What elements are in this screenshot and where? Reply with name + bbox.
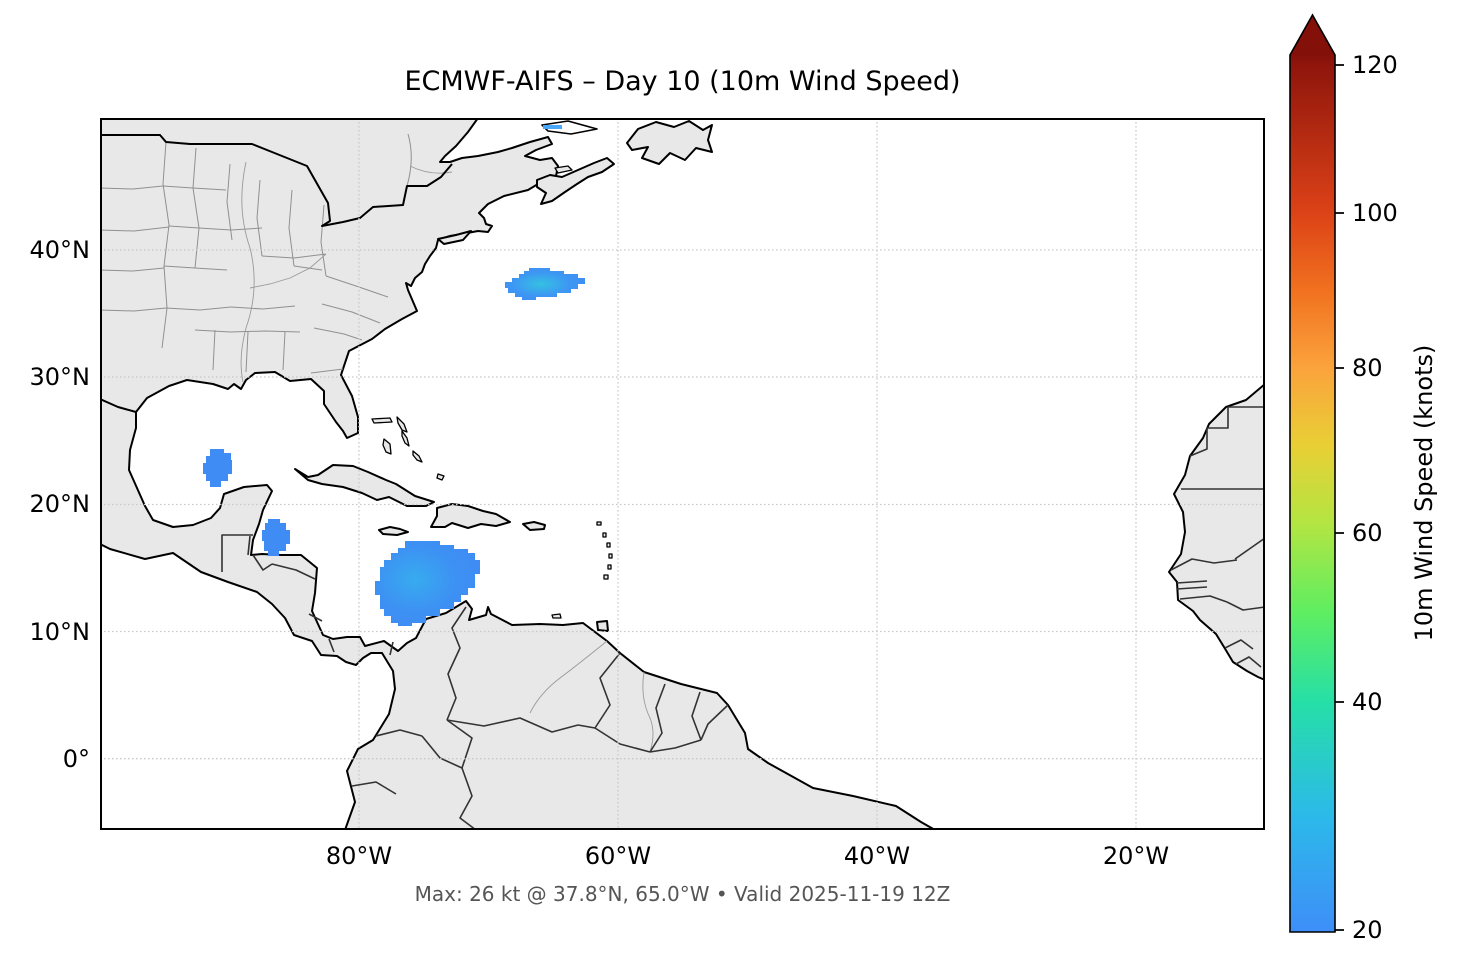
- small-islands: [371, 165, 613, 619]
- ottawa-river: [409, 165, 453, 174]
- map-plot-area: [100, 118, 1265, 830]
- wind-patch-gulf-of-mexico: [203, 449, 232, 487]
- border-honduras-nicaragua: [271, 563, 316, 580]
- border-venezuela-brazil: [446, 717, 579, 733]
- xtick-60w: 60°W: [584, 842, 652, 870]
- trinidad: [596, 620, 609, 632]
- cbar-tick-60: 60: [1352, 519, 1383, 547]
- border-guyana-brazil: [594, 727, 651, 753]
- border-brazil-north: [649, 739, 702, 753]
- turks-islands: [436, 473, 445, 481]
- eleuthera: [401, 430, 410, 447]
- border-us-mexico: [100, 398, 137, 413]
- grand-bahama: [371, 417, 393, 424]
- border-panama-colombia: [389, 641, 394, 656]
- border-morocco-wsahara: [1189, 406, 1265, 457]
- country-borders: [221, 406, 1265, 830]
- wind-patch-gulf-of-st-lawrence: [543, 125, 562, 129]
- essequibo-river: [642, 671, 654, 753]
- ytick-20n: 20°N: [29, 490, 91, 518]
- cbar-tick-20: 20: [1352, 916, 1383, 944]
- border-nicaragua-costarica: [308, 613, 323, 622]
- anticosti-island: [541, 120, 598, 135]
- nova-scotia: [536, 157, 615, 205]
- border-sierraleone-guinea: [1224, 639, 1254, 650]
- prince-edward-island: [554, 165, 573, 174]
- puerto-rico: [522, 521, 546, 531]
- border-us-canada: [100, 134, 453, 227]
- xtick-20w: 20°W: [1102, 842, 1170, 870]
- antilles-islet-1: [596, 521, 602, 526]
- border-mexico-guatemala: [221, 534, 253, 572]
- ohio-river: [249, 253, 327, 289]
- border-gambia-south: [1176, 586, 1208, 590]
- americas-landmass: [100, 118, 936, 830]
- andros: [382, 438, 392, 455]
- landmasses: [100, 118, 1265, 830]
- figure-title: ECMWF-AIFS – Day 10 (10m Wind Speed): [404, 66, 961, 97]
- colorbar-axis-label: 10m Wind Speed (knots): [1410, 345, 1438, 642]
- cbar-tick-40: 40: [1352, 688, 1383, 716]
- mississippi-river: [240, 161, 255, 383]
- long-island: [437, 230, 472, 245]
- ytick-0: 0°: [62, 745, 90, 773]
- colorbar-tick-marks: [1335, 64, 1344, 931]
- border-guatemala-honduras: [252, 554, 273, 571]
- wind-patch-central-caribbean: [375, 541, 480, 626]
- ytick-10n: 10°N: [29, 618, 91, 646]
- xtick-80w: 80°W: [325, 842, 393, 870]
- wind-patches: [203, 125, 585, 626]
- cbar-tick-80: 80: [1352, 354, 1383, 382]
- colorbar: 120 100 80 60 40 20 10m Wind Speed (knot…: [1289, 13, 1438, 944]
- africa-landmass: [1168, 383, 1265, 681]
- cuba: [294, 464, 435, 507]
- antilles-islet-2: [602, 532, 607, 538]
- border-mauritania-mali: [1234, 537, 1265, 560]
- antilles-islet-4: [608, 553, 613, 559]
- wind-patch-nw-caribbean: [262, 519, 290, 556]
- border-senegal-mauritania: [1170, 558, 1238, 571]
- plot-frame: [100, 118, 1265, 830]
- border-colombia-peru: [421, 735, 463, 769]
- border-ecuador-peru: [351, 781, 397, 795]
- border-frguiana-brazil: [700, 704, 729, 741]
- border-senegal-guineabissau: [1179, 595, 1228, 603]
- hispaniola: [430, 503, 511, 529]
- antilles-islet-6: [603, 574, 609, 580]
- newfoundland: [626, 120, 713, 165]
- cbar-tick-120: 120: [1352, 51, 1398, 79]
- rivers: [240, 161, 654, 753]
- cbar-tick-100: 100: [1352, 199, 1398, 227]
- border-colombia-venezuela: [446, 606, 467, 721]
- border-liberia-sierraleone: [1235, 656, 1262, 668]
- jamaica: [378, 526, 409, 536]
- xtick-40w: 40°W: [843, 842, 911, 870]
- gridlines: [100, 118, 1265, 830]
- ytick-40n: 40°N: [29, 236, 91, 264]
- border-costarica-panama: [328, 638, 335, 653]
- bahamas-long-island: [412, 450, 423, 463]
- figure-caption: Max: 26 kt @ 37.8°N, 65.0°W • Valid 2025…: [414, 882, 951, 906]
- border-gambia-north: [1176, 580, 1208, 584]
- border-colombia-ecuador: [375, 729, 423, 737]
- state-borders: [100, 133, 412, 374]
- border-suriname-frguiana: [691, 691, 702, 741]
- border-venezuela-guyana: [577, 652, 621, 729]
- colorbar-gradient-bar: [1289, 13, 1336, 933]
- abaco: [396, 416, 408, 433]
- antilles-islet-5: [607, 564, 612, 570]
- border-colombia-brazil: [446, 719, 473, 769]
- black-national-borders: [100, 134, 453, 413]
- margarita: [551, 613, 562, 619]
- antilles-islet-3: [606, 542, 611, 548]
- wind-patch-western-atlantic: [505, 268, 585, 300]
- border-guyana-suriname: [649, 683, 666, 753]
- border-peru-brazil: [459, 767, 477, 830]
- border-guinea-north: [1226, 601, 1265, 611]
- orinoco-river: [529, 640, 608, 714]
- border-guatemala-belize: [247, 535, 251, 556]
- ytick-30n: 30°N: [29, 363, 91, 391]
